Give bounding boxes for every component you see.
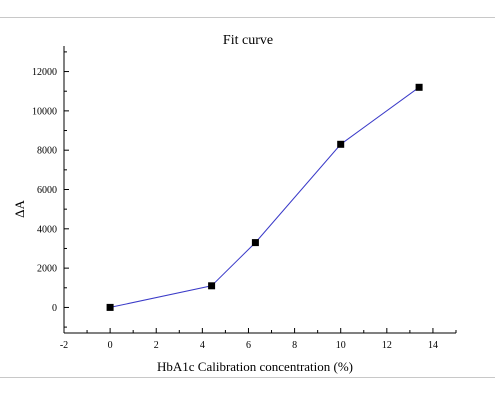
y-tick-label: 2000 [37,264,57,275]
data-point-marker [251,239,259,247]
x-tick-label: 0 [108,340,113,351]
y-axis-label: ΔA [12,200,27,218]
data-point-marker [415,83,423,91]
x-tick-label: 8 [292,340,297,351]
x-axis-ticks: -2 0 2 4 6 8 10 12 14 [60,328,457,351]
data-point-marker [337,140,345,148]
y-tick-label: 8000 [37,146,57,157]
bottom-divider [0,377,495,378]
y-tick-label: 0 [52,303,57,314]
y-axis-ticks: 0 2000 4000 6000 8000 10000 12000 [32,51,69,328]
y-tick-label: 12000 [32,67,57,78]
chart-title: Fit curve [223,33,273,48]
series-line [109,86,420,308]
x-tick-label: 4 [200,340,205,351]
top-divider [0,17,495,18]
y-tick-label: 10000 [32,106,57,117]
y-tick-label: 4000 [37,224,57,235]
y-tick-label: 6000 [37,185,57,196]
x-tick-label: 6 [246,340,251,351]
x-tick-label: 2 [154,340,159,351]
x-tick-label: 12 [382,340,392,351]
data-point-marker [106,303,114,311]
x-axis-label: HbA1c Calibration concentration (%) [157,359,353,374]
x-tick-label: 14 [428,340,438,351]
series-group [106,83,423,311]
x-tick-label: 10 [336,340,346,351]
axes [63,46,456,334]
x-tick-label: -2 [60,340,68,351]
data-point-marker [208,282,216,290]
